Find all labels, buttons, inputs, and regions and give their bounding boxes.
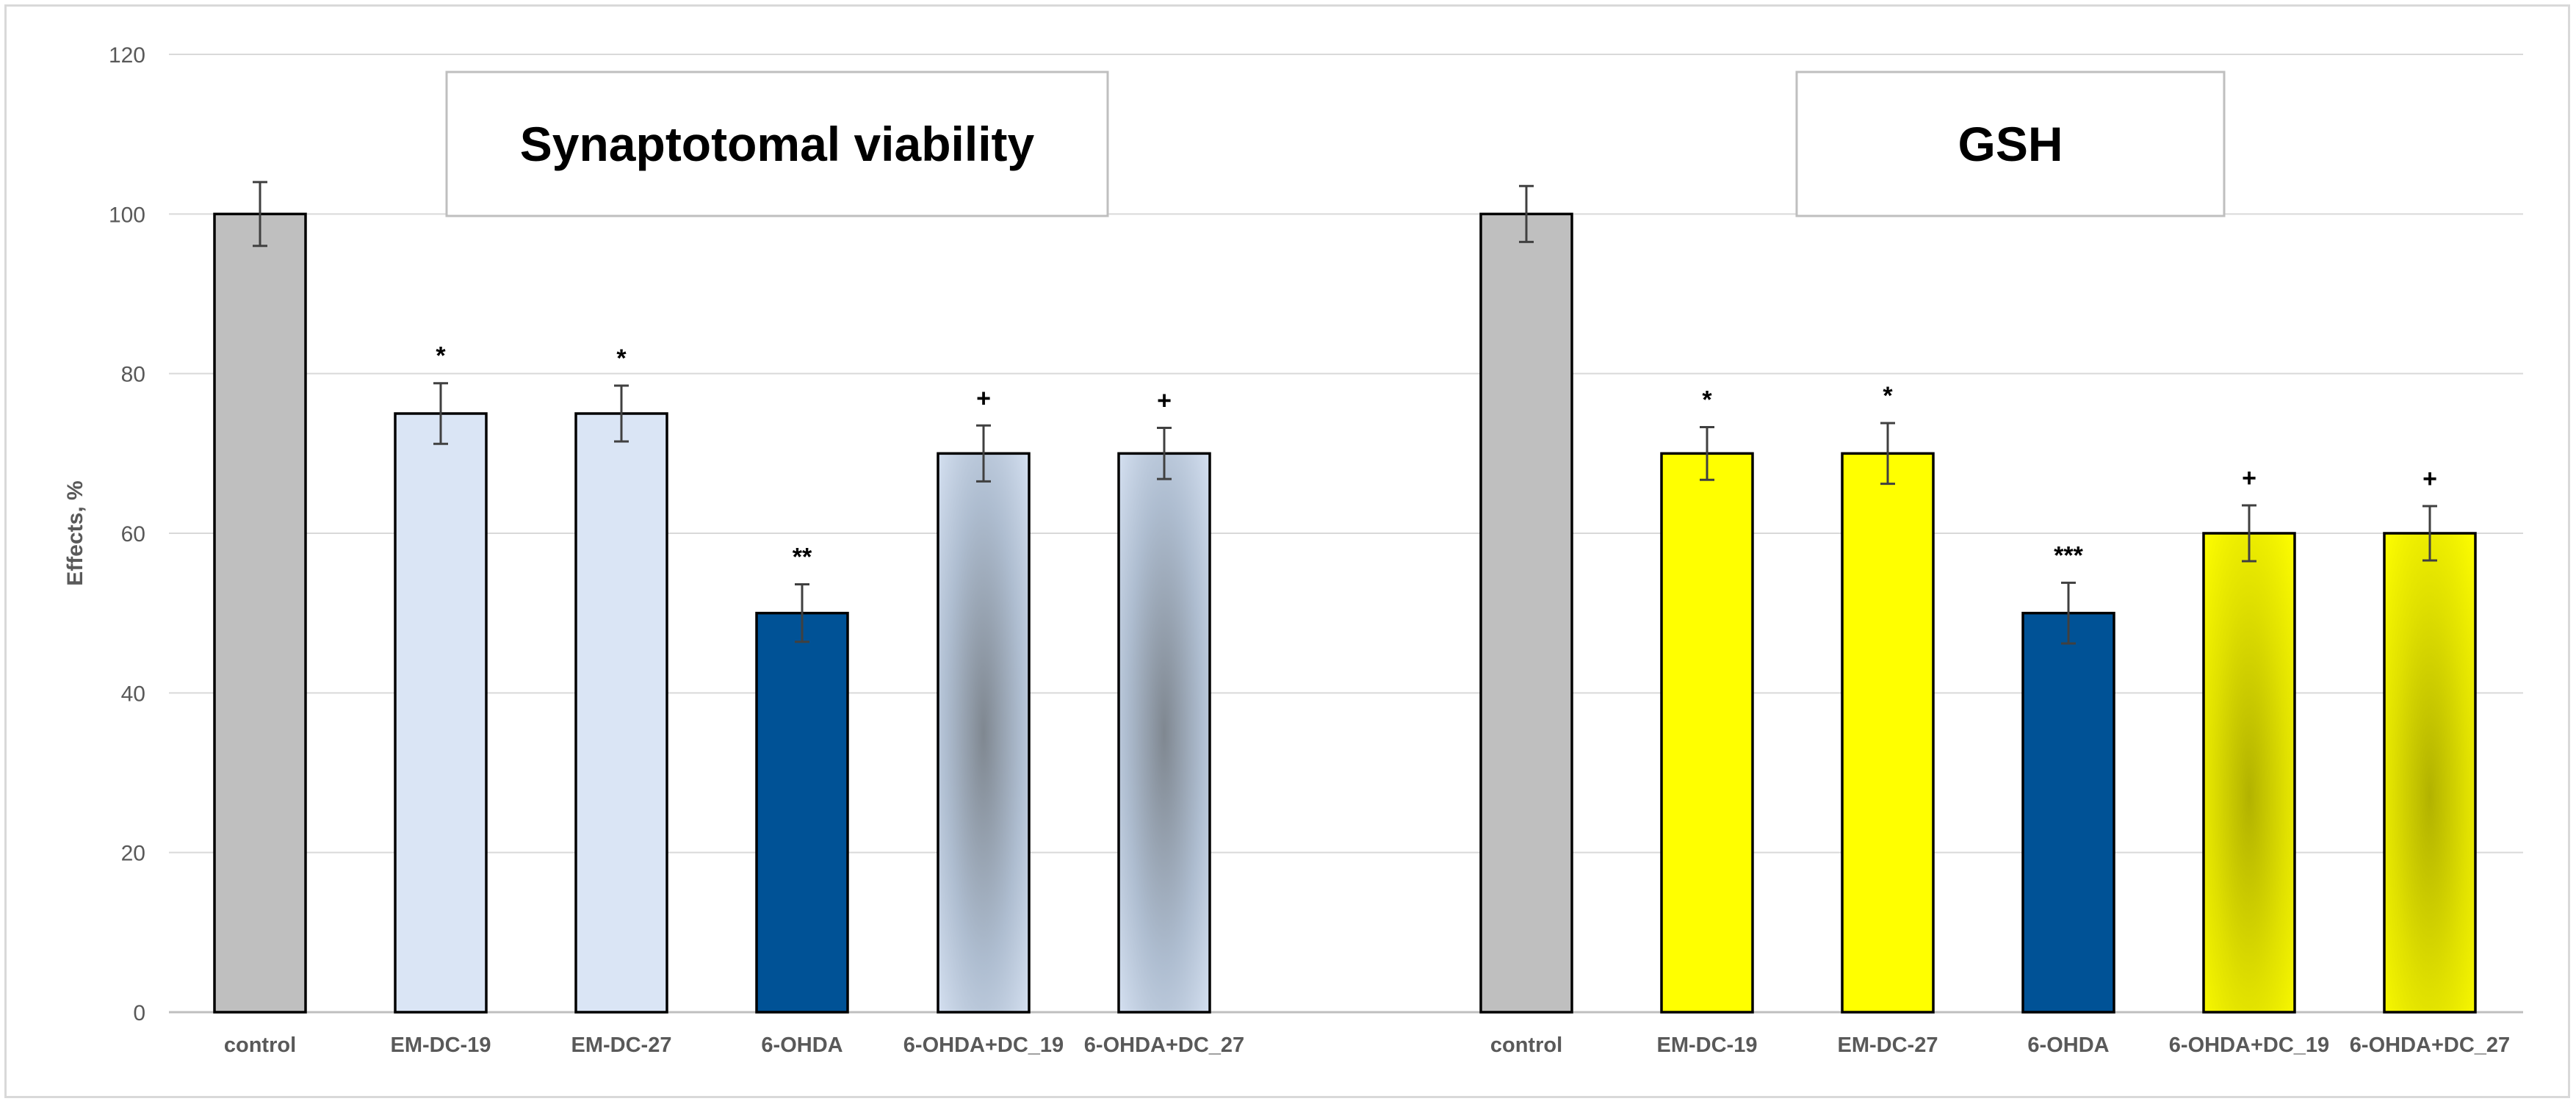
- significance-label: +: [1157, 387, 1172, 415]
- y-tick-label: 120: [109, 43, 145, 68]
- x-category-label: 6-OHDA+DC_19: [903, 1033, 1064, 1057]
- bar: [394, 412, 488, 1014]
- y-tick-label: 100: [109, 203, 145, 227]
- significance-label: *: [1883, 382, 1893, 410]
- y-tick-label: 80: [121, 363, 145, 387]
- x-category-label: 6-OHDA+DC_27: [2350, 1033, 2510, 1057]
- y-axis-title: Effects, %: [63, 480, 87, 585]
- significance-label: ***: [2054, 541, 2083, 569]
- significance-label: +: [2242, 464, 2256, 492]
- x-category-label: 6-OHDA: [761, 1033, 843, 1057]
- panel-titles: Synaptotomal viability GSH: [445, 71, 2226, 217]
- labels: 0 20 40 60 80 100 120 Effects, % control * EM-DC-1…: [63, 43, 2510, 1057]
- x-category-label: EM-DC-19: [1657, 1033, 1758, 1057]
- panel-title: GSH: [1958, 117, 2063, 171]
- x-category-label: 6-OHDA+DC_19: [2169, 1033, 2329, 1057]
- x-category-label: EM-DC-27: [571, 1033, 672, 1057]
- significance-label: *: [616, 344, 627, 372]
- bars: [213, 181, 2477, 1014]
- significance-label: *: [436, 342, 446, 370]
- x-category-label: 6-OHDA: [2027, 1033, 2109, 1057]
- bar: [1479, 212, 1573, 1014]
- significance-label: *: [1702, 386, 1712, 414]
- x-category-label: control: [1490, 1033, 1562, 1057]
- bar: [2383, 532, 2477, 1014]
- x-category-label: control: [224, 1033, 296, 1057]
- bar: [2202, 532, 2296, 1014]
- panel-title-box: [445, 71, 1109, 217]
- bar: [213, 212, 307, 1014]
- significance-label: +: [2422, 465, 2437, 493]
- significance-label: **: [793, 544, 812, 571]
- panel-title-box: [1795, 71, 2226, 217]
- bar: [1660, 452, 1754, 1014]
- bar: [574, 412, 668, 1014]
- bar: [1841, 452, 1935, 1014]
- y-tick-label: 40: [121, 682, 145, 706]
- panel-title: Synaptotomal viability: [520, 117, 1035, 171]
- bar: [755, 611, 849, 1014]
- significance-label: +: [976, 384, 991, 412]
- y-tick-label: 60: [121, 522, 145, 546]
- y-tick-label: 20: [121, 842, 145, 866]
- x-category-label: EM-DC-19: [391, 1033, 491, 1057]
- bar: [937, 452, 1031, 1014]
- bar: [1117, 452, 1211, 1014]
- x-category-label: EM-DC-27: [1838, 1033, 1938, 1057]
- x-category-label: 6-OHDA+DC_27: [1084, 1033, 1244, 1057]
- bar: [2021, 611, 2115, 1014]
- y-tick-label: 0: [133, 1001, 145, 1025]
